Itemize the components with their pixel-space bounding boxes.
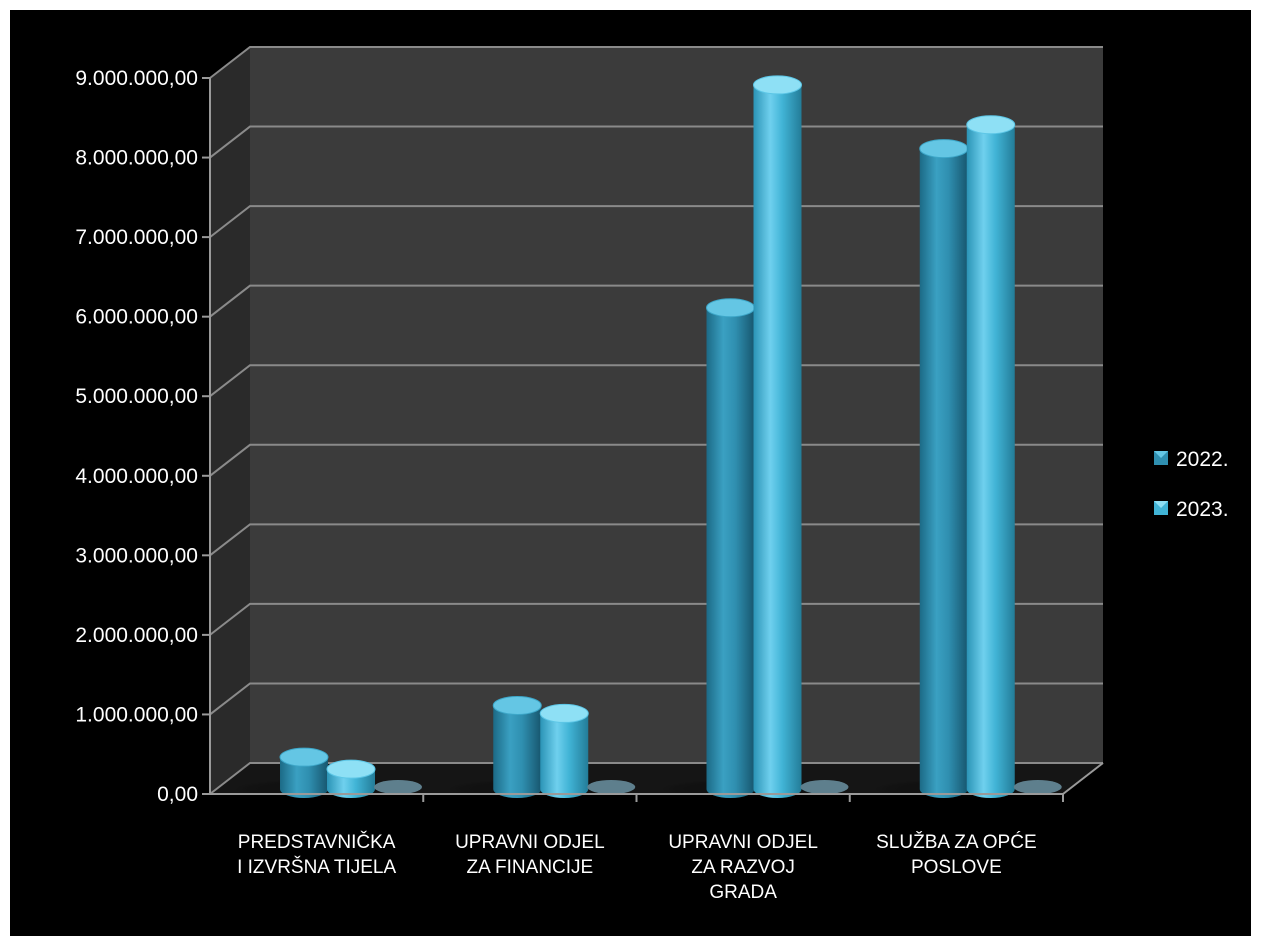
legend-label: 2022. (1176, 448, 1229, 471)
bar-1-1 (539, 703, 589, 798)
bar-chart: 0,00 1.000.000,00 2.000.000,00 3.000.000,00… (75, 46, 1229, 903)
gridline (209, 682, 1103, 716)
gridline (209, 364, 1103, 398)
back-wall (250, 47, 1103, 763)
empty-bar-disc (1013, 780, 1062, 794)
bar-body (966, 124, 1015, 798)
bar-top (753, 75, 802, 95)
empty-bar-disc (587, 780, 636, 794)
x-category-label: POSLOVE (911, 857, 1002, 878)
bar-body (753, 84, 802, 798)
gridline (209, 602, 1103, 636)
legend-label: 2023. (1176, 498, 1229, 521)
bar-top (966, 115, 1016, 135)
bar-top (706, 298, 755, 318)
legend-swatch-0 (1154, 451, 1168, 465)
legend-swatch-top (1154, 451, 1168, 458)
x-category-label: ZA FINANCIJE (467, 857, 594, 878)
x-category-label: PREDSTAVNIČKA (238, 831, 396, 853)
bar-body (540, 713, 589, 798)
y-tick-label: 3.000.000,00 (75, 544, 198, 567)
y-tick-label: 2.000.000,00 (75, 624, 198, 647)
bar-1-2 (753, 75, 802, 798)
bar-0-1 (492, 695, 542, 798)
bar-body (493, 705, 542, 798)
bar-1-3 (966, 115, 1016, 798)
bar-top (492, 695, 542, 715)
gridline (209, 523, 1103, 557)
gridline (209, 443, 1103, 477)
bar-1-0 (326, 759, 376, 798)
x-category-label: UPRAVNI ODJEL (668, 832, 818, 853)
y-tick-label: 7.000.000,00 (75, 226, 198, 249)
x-category-label: GRADA (709, 882, 777, 903)
empty-bar-disc (800, 780, 849, 794)
gridline (209, 205, 1103, 238)
legend-swatch-1 (1154, 501, 1168, 515)
bar-top (326, 759, 376, 779)
side-wall (210, 47, 250, 794)
bar-top (539, 703, 589, 723)
x-axis-depth-line (1062, 762, 1104, 795)
x-category-label: ZA RAZVOJ (691, 857, 794, 878)
bar-top (919, 139, 969, 159)
gridline (209, 284, 1103, 318)
bar-0-2 (706, 298, 755, 798)
y-tick-label: 0,00 (157, 783, 198, 806)
chart-panel: 0,00 1.000.000,00 2.000.000,00 3.000.000,00… (10, 10, 1251, 936)
empty-bar-disc (374, 780, 422, 794)
bar-0-3 (919, 139, 969, 799)
y-tick-label: 4.000.000,00 (75, 465, 198, 488)
gridline (209, 762, 1103, 795)
y-tick-label: 1.000.000,00 (75, 703, 198, 726)
bar-0-0 (279, 747, 329, 798)
x-category-label: UPRAVNI ODJEL (455, 832, 605, 853)
bar-body (280, 757, 328, 798)
y-tick-label: 9.000.000,00 (75, 67, 198, 90)
bar-top (279, 747, 329, 767)
gridline (209, 46, 1103, 79)
bar-body (919, 148, 968, 799)
y-tick-label: 8.000.000,00 (75, 147, 198, 170)
x-category-label: I IZVRŠNA TIJELA (237, 856, 396, 878)
legend-swatch-top (1154, 501, 1168, 508)
y-tick-label: 5.000.000,00 (75, 385, 198, 408)
bar-body (706, 307, 755, 798)
y-tick-label: 6.000.000,00 (75, 306, 198, 329)
gridline (209, 125, 1103, 159)
x-category-label: SLUŽBA ZA OPĆE (876, 831, 1037, 853)
